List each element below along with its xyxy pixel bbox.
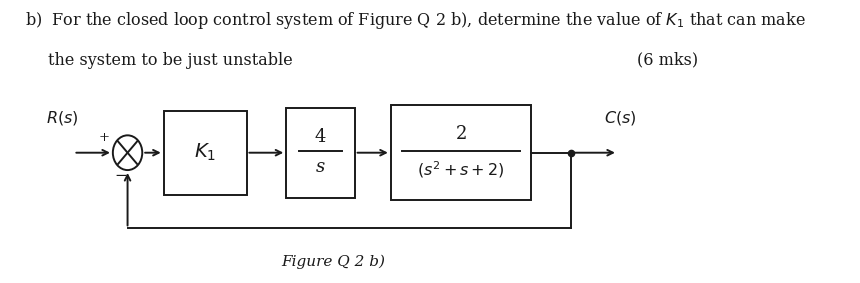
Text: b)  For the closed loop control system of Figure Q 2 b), determine the value of : b) For the closed loop control system of… [25,10,806,31]
Text: −: − [114,169,127,183]
Text: 2: 2 [455,125,467,143]
Bar [286,108,354,198]
Text: (6 mks): (6 mks) [637,52,698,69]
Text: 4: 4 [315,128,326,146]
Text: $K_1$: $K_1$ [194,142,216,163]
Text: $R(s)$: $R(s)$ [46,110,79,127]
Text: +: + [98,131,109,144]
Text: $C(s)$: $C(s)$ [604,110,636,127]
Text: s: s [316,158,325,176]
Bar [163,111,247,195]
Text: $(s^2+s+2)$: $(s^2+s+2)$ [417,159,505,180]
Text: the system to be just unstable: the system to be just unstable [48,52,293,69]
Bar [390,105,531,200]
Text: Figure Q 2 b): Figure Q 2 b) [281,255,385,269]
